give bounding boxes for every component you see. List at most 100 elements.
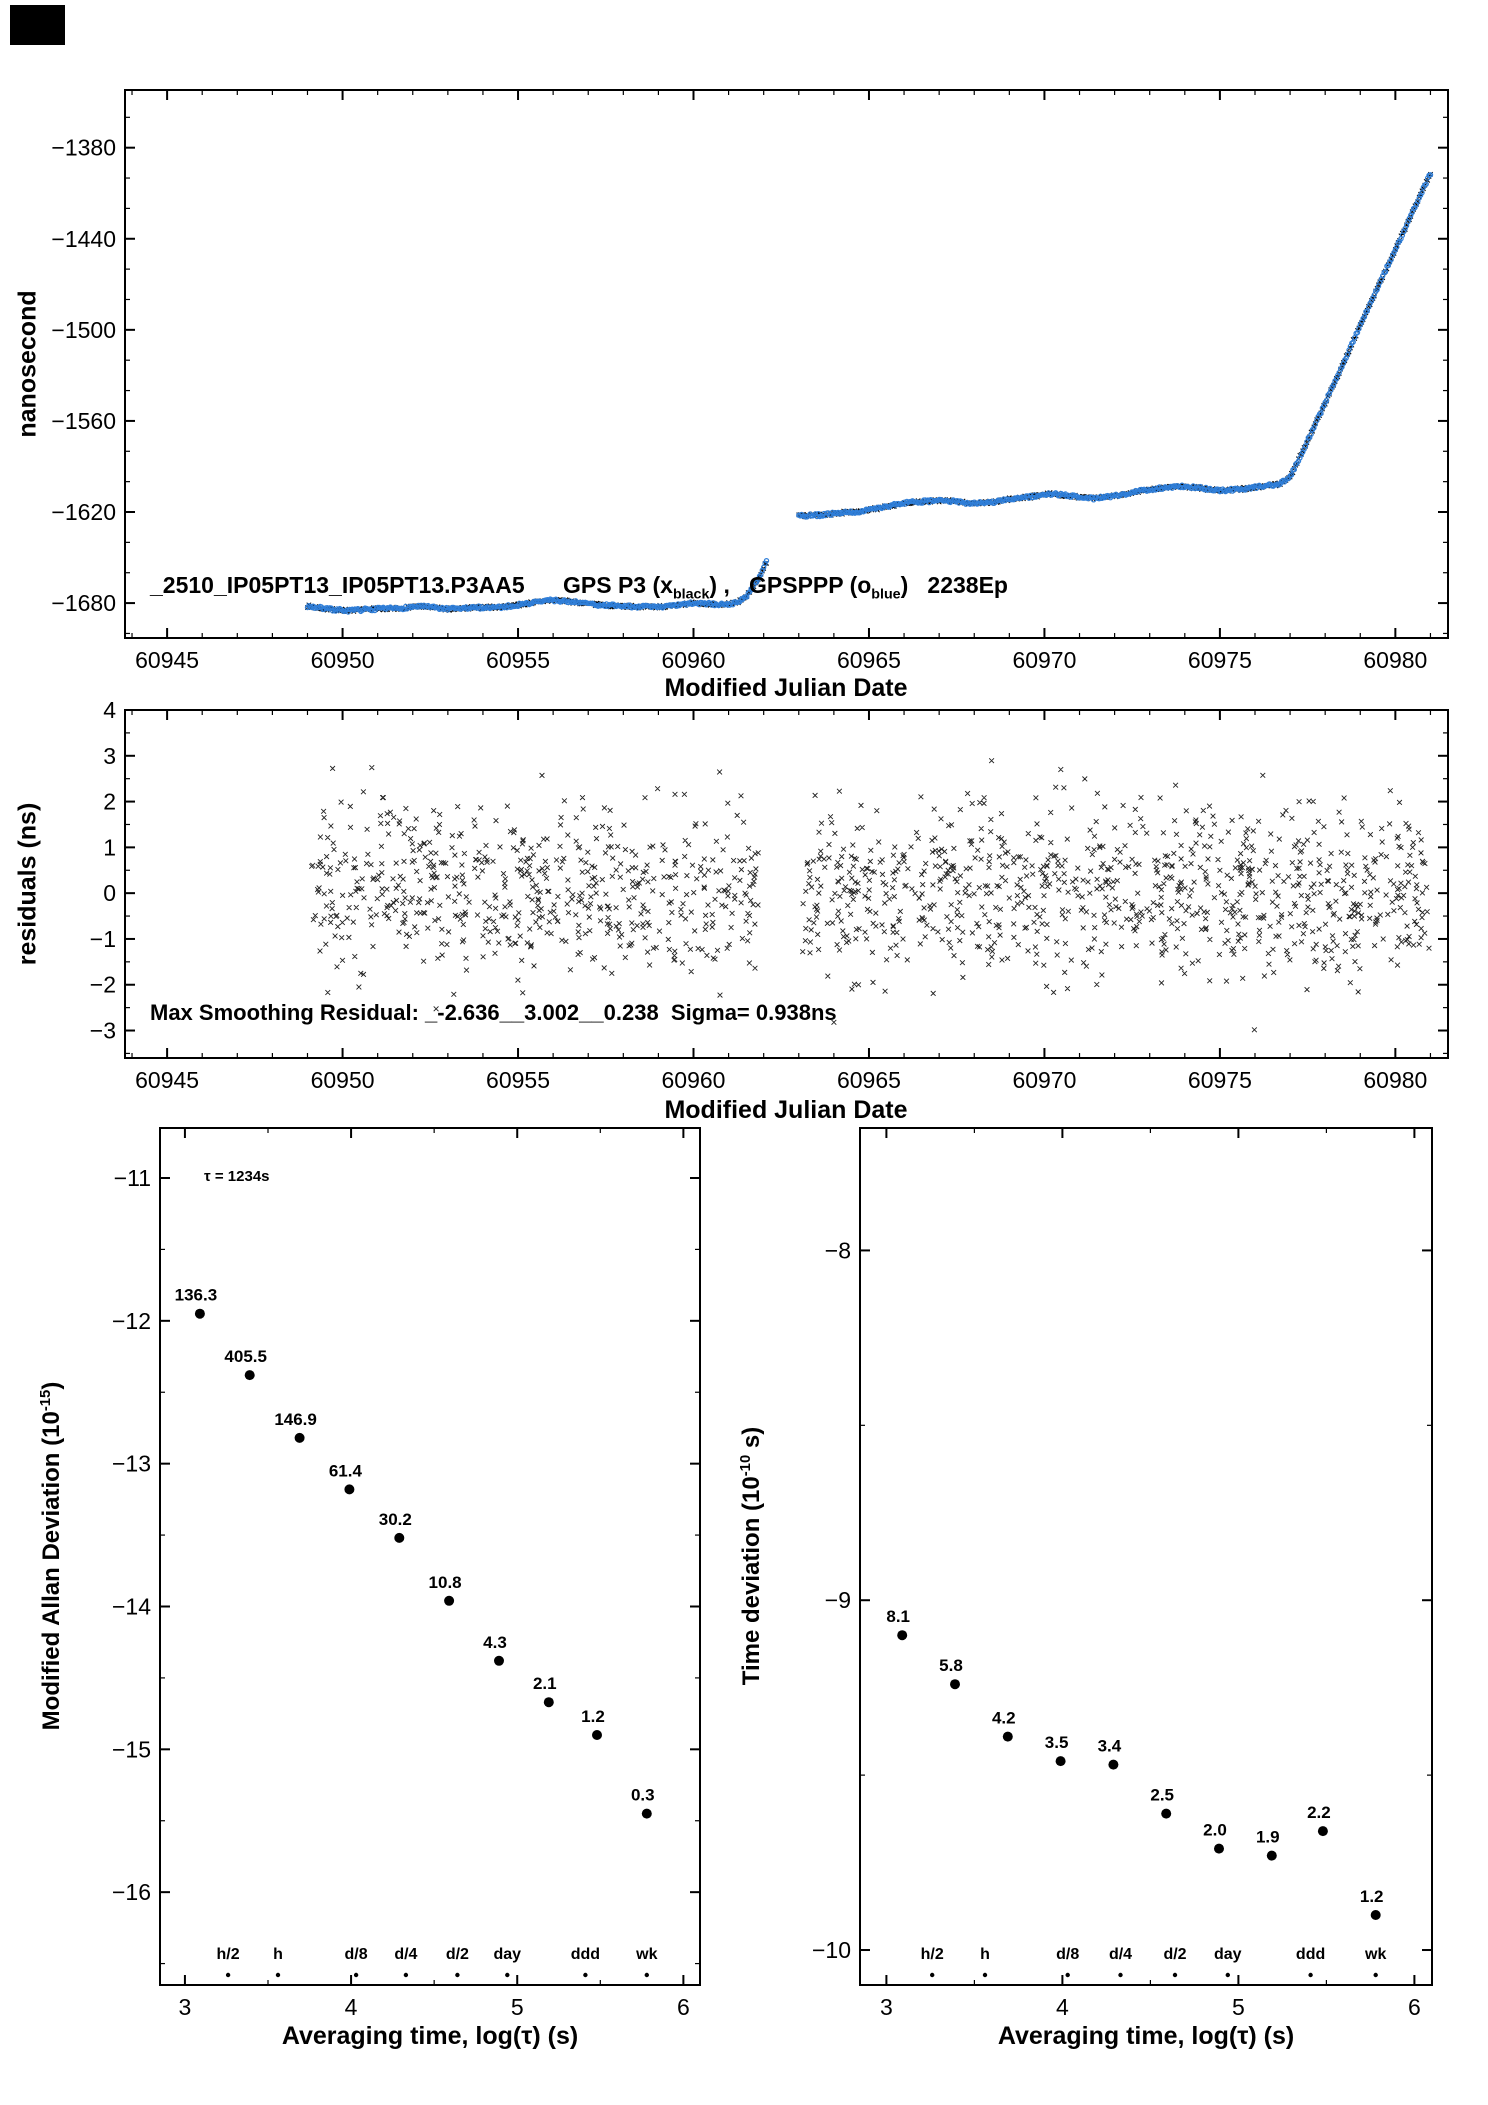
x-tick-label: 5: [1232, 1994, 1245, 2020]
deviation-point: [641, 1808, 652, 1819]
series-id-end: ) 2238Ep: [900, 572, 1008, 598]
plot-frame: [159, 1127, 701, 1986]
point-value-label: 30.2: [379, 1510, 412, 1529]
x-tick-label: 60980: [1363, 1067, 1427, 1093]
deviation-point: [543, 1697, 554, 1708]
tau-mark-label: d/8: [1056, 1946, 1079, 1963]
point-value-label: 3.5: [1045, 1733, 1069, 1752]
deviation-point: [194, 1308, 205, 1319]
tau-mark-dot: [225, 1972, 231, 1978]
tau-mark-dot: [982, 1972, 988, 1978]
tau-mark-dot: [1373, 1972, 1378, 1978]
deviation-point: [897, 1630, 908, 1641]
y-tick-label: −10: [812, 1937, 851, 1963]
point-value-label: 146.9: [274, 1410, 317, 1429]
y-tick-label: 3: [103, 743, 116, 769]
y-tick-label: 1: [103, 834, 116, 860]
y-tick-label: −3: [90, 1018, 116, 1044]
tau-mark-label: h/2: [217, 1946, 240, 1963]
phase-xaxis-title: Modified Julian Date: [664, 674, 908, 702]
residuals-xaxis-title: Modified Julian Date: [664, 1096, 908, 1124]
point-value-label: 4.2: [992, 1709, 1016, 1728]
tdev-yaxis-main: Time deviation (10: [738, 1476, 765, 1686]
mdev-yaxis-title: Modified Allan Deviation (10-15): [38, 1382, 66, 1731]
tau-mark-label: h: [273, 1946, 283, 1963]
point-value-label: 61.4: [329, 1461, 363, 1480]
point-value-label: 1.2: [1360, 1887, 1384, 1906]
y-tick-label: 2: [103, 789, 116, 815]
deviation-point: [950, 1679, 960, 1690]
gpsppp-blue-o-series: [304, 172, 1434, 615]
tau-note: τ = 1234s: [204, 1168, 270, 1185]
gps-p3-black-x-series: [304, 171, 1434, 615]
y-tick-label: −1440: [51, 226, 116, 252]
x-tick-label: 60960: [662, 647, 726, 673]
y-tick-label: −1680: [51, 590, 116, 616]
smoothing-residual-note: Max Smoothing Residual: _-2.636__3.002__…: [150, 1000, 837, 1025]
x-tick-label: 60950: [311, 647, 375, 673]
y-tick-label: −9: [825, 1587, 851, 1613]
y-tick-label: −14: [112, 1593, 151, 1619]
mdev-chart: 3 4 5 6 −16 −15 −14 −13 −12 −11 136.3 405.5 146.9 61.…: [112, 1127, 701, 2020]
tau-mark-dot: [583, 1972, 588, 1978]
tau-mark-dot: [353, 1972, 359, 1978]
residuals-yaxis-title: residuals (ns): [13, 802, 42, 966]
tau-mark-dot: [1225, 1972, 1231, 1978]
tau-mark-dot: [403, 1972, 409, 1978]
x-tick-label: 6: [1408, 1994, 1421, 2020]
point-value-label: 1.9: [1256, 1828, 1280, 1847]
point-value-label: 8.1: [886, 1607, 910, 1626]
series-id-text: _2510_IP05PT13_IP05PT13.P3AA5 GPS P3 (x: [150, 572, 673, 598]
point-value-label: 4.3: [483, 1633, 507, 1652]
y-tick-label: −1: [90, 926, 116, 952]
tau-mark-label: wk: [1364, 1946, 1386, 1963]
tau-mark-dot: [1308, 1972, 1313, 1978]
tau-mark-dot: [1172, 1972, 1178, 1978]
tau-mark-label: day: [494, 1946, 522, 1963]
tdev-xaxis-title: Averaging time, log(τ) (s): [997, 2022, 1295, 2050]
x-tick-label: 5: [511, 1994, 524, 2020]
y-tick-label: 0: [103, 880, 116, 906]
deviation-point: [1055, 1756, 1066, 1767]
gps-phase-chart: 60945 60950 60955 60960 60965 60970 60975 60980…: [51, 89, 1449, 673]
x-tick-label: 60970: [1012, 1067, 1076, 1093]
tdev-chart: 3 4 5 6 −10 −9 −8 8.1 5.8 4.2 3.5 3.4 2.5 2.0 1.9 2.2 1.…: [812, 1127, 1433, 2020]
point-value-label: 405.5: [224, 1347, 267, 1366]
plot-frame: [859, 1127, 1433, 1986]
y-tick-label: −1500: [51, 317, 116, 343]
x-tick-label: 60975: [1188, 1067, 1252, 1093]
series-marker-blue-label: blue: [871, 586, 901, 603]
x-tick-label: 4: [345, 1994, 358, 2020]
series-marker-black-label: black: [672, 586, 710, 603]
mdev-yaxis-main: Modified Allan Deviation (10: [38, 1411, 65, 1731]
x-tick-label: 60965: [837, 647, 901, 673]
x-tick-label: 60955: [486, 647, 550, 673]
x-tick-label: 6: [677, 1994, 690, 2020]
deviation-point: [344, 1484, 355, 1495]
deviation-point: [444, 1595, 455, 1606]
residual-scatter: [308, 757, 1432, 1033]
deviation-point: [394, 1532, 405, 1543]
x-tick-label: 3: [880, 1994, 893, 2020]
tau-mark-label: ddd: [1296, 1946, 1325, 1963]
deviation-point: [592, 1730, 602, 1740]
series-id-label: _2510_IP05PT13_IP05PT13.P3AA5 GPS P3 (xb…: [150, 572, 1008, 603]
tau-mark-label: h: [980, 1946, 990, 1963]
deviation-point: [1266, 1850, 1277, 1861]
tau-mark-label: d/2: [446, 1946, 469, 1963]
deviation-point: [1370, 1910, 1381, 1920]
point-value-label: 2.2: [1307, 1803, 1331, 1822]
deviation-point: [494, 1655, 504, 1666]
tau-mark-label: ddd: [571, 1946, 600, 1963]
tau-mark-label: d/4: [394, 1946, 417, 1963]
residuals-chart: 60945 60950 60955 60960 60965 60970 60975 60980…: [90, 697, 1449, 1093]
point-value-label: 2.1: [533, 1674, 557, 1693]
x-tick-label: 60965: [837, 1067, 901, 1093]
x-tick-label: 60955: [486, 1067, 550, 1093]
x-tick-label: 60950: [311, 1067, 375, 1093]
x-tick-label: 3: [179, 1994, 192, 2020]
tau-mark-label: d/2: [1163, 1946, 1186, 1963]
tau-mark-label: h/2: [921, 1946, 944, 1963]
